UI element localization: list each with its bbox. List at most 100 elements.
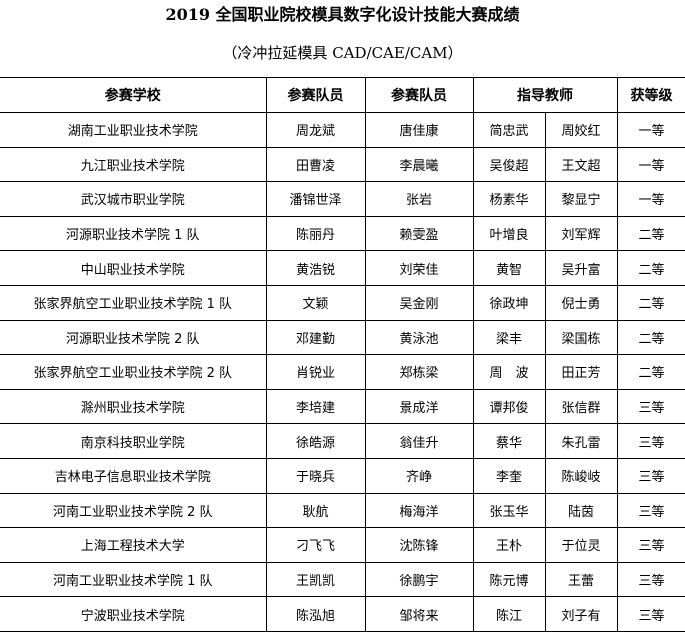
teacher-2-cell: 陈峻岐 [544, 457, 618, 494]
school-cell: 河南工业职业技术学院 1 队 [0, 561, 267, 598]
table-row: 上海工程技术大学 刁飞飞 沈陈锋 王朴 于位灵 三等 [0, 527, 685, 563]
member-2-cell: 沈陈锋 [364, 527, 474, 563]
award-cell: 二等 [616, 215, 685, 252]
member-2-cell: 徐鹏宇 [364, 561, 474, 598]
member-1-cell: 耿航 [265, 492, 366, 529]
table-row: 武汉城市职业学院 潘锦世泽 张岩 杨素华 黎显宁 一等 [0, 181, 685, 217]
member-1-cell: 潘锦世泽 [265, 181, 366, 217]
table-row: 河南工业职业技术学院 2 队耿航 梅海洋 张玉华 陆茵 三等 [0, 492, 685, 529]
member-2-cell: 梅海洋 [364, 492, 474, 529]
award-cell: 二等 [616, 319, 685, 356]
award-cell: 三等 [616, 527, 685, 563]
award-cell: 三等 [616, 596, 685, 632]
table-row: 九江职业技术学院 田曹凌 李晨曦 吴俊超 王文超 一等 [0, 146, 685, 183]
teacher-2-cell: 王蕾 [544, 561, 618, 598]
teacher-2-cell: 朱孔雷 [544, 423, 618, 459]
teacher-1-cell: 李奎 [472, 457, 546, 494]
award-cell: 三等 [616, 457, 685, 494]
teacher-1-cell: 谭邦俊 [472, 388, 546, 425]
teacher-1-cell: 蔡华 [472, 423, 546, 459]
table-row: 湖南工业职业技术学院 周龙斌 唐佳康 简忠武 周姣红 一等 [0, 112, 685, 148]
teacher-1-cell: 张玉华 [472, 492, 546, 529]
teacher-2-cell: 黎显宁 [544, 181, 618, 217]
member-2-cell: 翁佳升 [364, 423, 474, 459]
table-row: 南京科技职业学院 徐皓源 翁佳升 蔡华 朱孔雷 三等 [0, 423, 685, 459]
table-row: 张家界航空工业职业技术学院 2 队肖锐业 郑栋梁周 波田正芳 二等 [0, 354, 685, 390]
teacher-1-cell: 简忠武 [472, 112, 546, 148]
award-cell: 一等 [616, 181, 685, 217]
school-cell: 中山职业技术学院 [0, 250, 267, 286]
school-cell: 张家界航空工业职业技术学院 2 队 [0, 354, 267, 390]
member-2-cell: 赖雯盈 [364, 215, 474, 252]
table-row: 张家界航空工业职业技术学院 1 队文颖 吴金刚 徐政坤 倪士勇 二等 [0, 284, 685, 321]
table-row: 河源职业技术学院 1 队陈丽丹 赖雯盈 叶增良 刘军辉 二等 [0, 215, 685, 252]
member-1-cell: 田曹凌 [265, 146, 366, 183]
header-member-2: 参赛队员 [364, 77, 474, 113]
member-1-cell: 周龙斌 [265, 112, 366, 148]
header-member-1: 参赛队员 [265, 77, 366, 113]
teacher-2-cell: 田正芳 [544, 354, 618, 390]
school-cell: 吉林电子信息职业技术学院 [0, 457, 267, 494]
school-cell: 湖南工业职业技术学院 [0, 112, 267, 148]
member-1-cell: 王凯凯 [265, 561, 366, 598]
teacher-1-cell: 徐政坤 [472, 284, 546, 321]
award-cell: 二等 [616, 250, 685, 286]
header-school: 参赛学校 [0, 77, 267, 113]
award-cell: 三等 [616, 561, 685, 598]
school-cell: 滁州职业技术学院 [0, 388, 267, 425]
member-2-cell: 唐佳康 [364, 112, 474, 148]
member-2-cell: 景成洋 [364, 388, 474, 425]
member-1-cell: 陈泓旭 [265, 596, 366, 632]
award-cell: 三等 [616, 492, 685, 529]
award-cell: 二等 [616, 354, 685, 390]
member-1-cell: 于晓兵 [265, 457, 366, 494]
member-2-cell: 张岩 [364, 181, 474, 217]
teacher-2-cell: 吴升富 [544, 250, 618, 286]
school-cell: 张家界航空工业职业技术学院 1 队 [0, 284, 267, 321]
teacher-2-cell: 刘军辉 [544, 215, 618, 252]
header-award: 获等级 [616, 77, 685, 113]
member-1-cell: 文颖 [265, 284, 366, 321]
results-table: 参赛学校 参赛队员 参赛队员 指导教师 获等级 湖南工业职业技术学院 周龙斌 唐佳康… [0, 77, 685, 632]
teacher-1-cell: 梁丰 [472, 319, 546, 356]
page-subtitle: （冷冲拉延模具 CAD/CAE/CAM） [222, 44, 463, 62]
member-1-cell: 徐皓源 [265, 423, 366, 459]
award-cell: 三等 [616, 423, 685, 459]
award-cell: 二等 [616, 284, 685, 321]
teacher-1-cell: 吴俊超 [472, 146, 546, 183]
teacher-2-cell: 张信群 [544, 388, 618, 425]
member-2-cell: 邹将来 [364, 596, 474, 632]
member-2-cell: 齐峥 [364, 457, 474, 494]
teacher-2-cell: 倪士勇 [544, 284, 618, 321]
member-2-cell: 黄泳池 [364, 319, 474, 356]
teacher-2-cell: 陆茵 [544, 492, 618, 529]
school-cell: 宁波职业技术学院 [0, 596, 267, 632]
award-cell: 一等 [616, 112, 685, 148]
member-1-cell: 陈丽丹 [265, 215, 366, 252]
school-cell: 武汉城市职业学院 [0, 181, 267, 217]
school-cell: 河源职业技术学院 1 队 [0, 215, 267, 252]
member-1-cell: 肖锐业 [265, 354, 366, 390]
member-2-cell: 郑栋梁 [364, 354, 474, 390]
teacher-1-cell: 黄智 [472, 250, 546, 286]
member-1-cell: 李培建 [265, 388, 366, 425]
member-2-cell: 李晨曦 [364, 146, 474, 183]
teacher-2-cell: 王文超 [544, 146, 618, 183]
award-cell: 三等 [616, 388, 685, 425]
table-row: 滁州职业技术学院 李培建 景成洋 谭邦俊 张信群 三等 [0, 388, 685, 425]
member-1-cell: 邓建勤 [265, 319, 366, 356]
school-cell: 河南工业职业技术学院 2 队 [0, 492, 267, 529]
member-2-cell: 刘荣佳 [364, 250, 474, 286]
school-cell: 九江职业技术学院 [0, 146, 267, 183]
teacher-1-cell: 陈元博 [472, 561, 546, 598]
award-cell: 一等 [616, 146, 685, 183]
table-row: 河南工业职业技术学院 1 队王凯凯 徐鹏宇 陈元博 王蕾 三等 [0, 561, 685, 598]
teacher-2-cell: 周姣红 [544, 112, 618, 148]
school-cell: 上海工程技术大学 [0, 527, 267, 563]
teacher-1-cell: 杨素华 [472, 181, 546, 217]
member-1-cell: 黄浩锐 [265, 250, 366, 286]
member-2-cell: 吴金刚 [364, 284, 474, 321]
teacher-1-cell: 王朴 [472, 527, 546, 563]
teacher-1-cell: 周 波 [472, 354, 546, 390]
table-row: 宁波职业技术学院 陈泓旭 邹将来 陈江 刘子有 三等 [0, 596, 685, 632]
